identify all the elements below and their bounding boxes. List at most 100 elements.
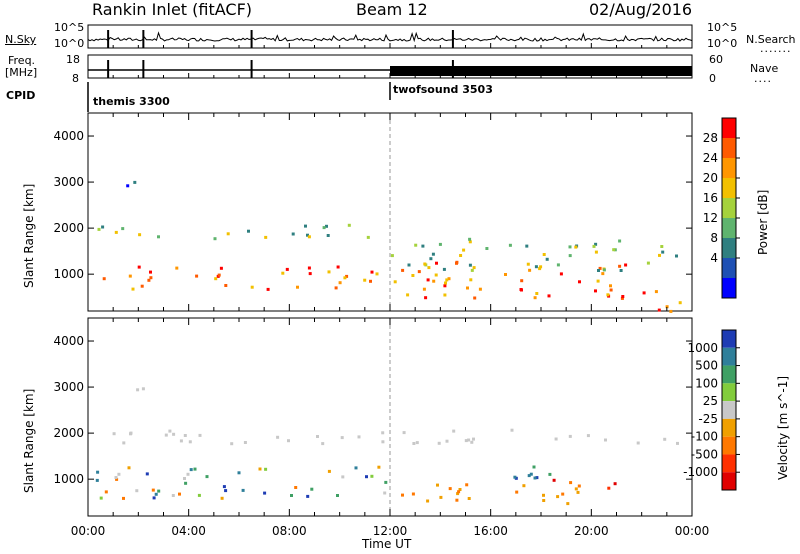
- colorbar-swatch: [722, 436, 736, 455]
- range-cell: [568, 254, 572, 258]
- range-cell: [407, 263, 411, 267]
- range-cell: [445, 278, 449, 282]
- range-cell: [636, 441, 640, 445]
- range-cell: [426, 278, 430, 282]
- range-cell: [122, 441, 126, 445]
- range-cell: [552, 478, 556, 482]
- range-cell: [195, 274, 199, 278]
- range-cell: [338, 281, 342, 285]
- range-cell: [613, 248, 617, 252]
- range-cell: [545, 257, 549, 261]
- range-cell: [131, 287, 135, 291]
- range-cell: [393, 280, 397, 284]
- range-cell: [423, 262, 427, 266]
- range-cell: [145, 472, 149, 476]
- range-cell: [112, 432, 116, 436]
- range-cell: [466, 286, 469, 290]
- freq-label-1: Freq.: [8, 54, 36, 67]
- range-cell: [624, 263, 628, 267]
- range-cell: [542, 253, 546, 256]
- colorbar-tick-label: -1000: [683, 465, 718, 479]
- site-title: Rankin Inlet (fitACF): [92, 0, 253, 19]
- range-cell: [205, 475, 209, 479]
- range-cell: [415, 441, 419, 445]
- range-cell: [264, 235, 268, 239]
- colorbar-swatch: [722, 278, 736, 298]
- range-cell: [485, 247, 489, 250]
- range-cell: [439, 495, 443, 499]
- colorbar-tick-label: -25: [698, 412, 718, 426]
- range-cell: [189, 468, 193, 472]
- range-cell: [294, 486, 298, 489]
- range-cell: [327, 469, 331, 473]
- range-cell: [604, 438, 607, 442]
- colorbar-frame: [721, 117, 737, 299]
- range-cell: [347, 223, 351, 227]
- x-tick-label: 08:00: [272, 524, 307, 538]
- range-cell: [522, 484, 526, 488]
- range-cell: [574, 487, 578, 491]
- freq-tick-bottom: 8: [72, 72, 79, 85]
- beam-label: Beam 12: [356, 0, 428, 19]
- range-cell: [258, 467, 262, 471]
- range-cell: [290, 494, 293, 497]
- range-cell: [468, 263, 472, 267]
- range-cell: [508, 243, 512, 247]
- range-cell: [665, 305, 669, 309]
- range-cell: [510, 428, 514, 432]
- range-cell: [334, 286, 338, 290]
- range-cell: [429, 257, 433, 261]
- range-cell: [594, 289, 597, 293]
- nave-block: [390, 66, 692, 76]
- range-cell: [296, 285, 299, 289]
- range-cell: [172, 432, 176, 436]
- range-cell: [535, 476, 539, 480]
- range-cell: [366, 235, 370, 239]
- colorbar-swatch: [722, 178, 736, 198]
- range-cell: [566, 502, 570, 506]
- range-cell: [224, 489, 228, 493]
- range-cell: [421, 244, 425, 248]
- range-cell: [469, 278, 473, 282]
- range-cell: [264, 467, 268, 471]
- range-cell: [455, 260, 459, 264]
- range-cell: [464, 439, 468, 443]
- range-cell: [179, 439, 183, 443]
- range-cell: [354, 466, 358, 470]
- range-cell: [307, 266, 311, 270]
- range-cell: [513, 475, 517, 479]
- range-cell: [443, 293, 447, 297]
- range-cell: [340, 436, 344, 440]
- nsearch-tick-top: 10^5: [707, 21, 738, 34]
- x-tick-label: 12:00: [373, 524, 408, 538]
- range-cell: [157, 235, 160, 239]
- colorbar-tick-label: 12: [703, 211, 718, 225]
- colorbar-swatch: [722, 238, 736, 258]
- range-cell: [186, 472, 190, 476]
- range-cell: [676, 441, 679, 445]
- range-cell: [660, 245, 664, 248]
- colorbar-tick-label: 1000: [687, 341, 718, 355]
- range-cell: [390, 254, 394, 258]
- velocity-ylabel: Slant Range [km]: [22, 388, 36, 493]
- range-cell: [291, 232, 295, 236]
- range-cell: [547, 294, 551, 298]
- range-cell: [470, 440, 474, 444]
- range-cell: [442, 267, 446, 271]
- range-cell: [133, 180, 137, 184]
- range-cell: [427, 266, 431, 270]
- range-cell: [568, 434, 572, 438]
- range-cell: [198, 433, 202, 437]
- colorbar-tick-label: 20: [703, 171, 718, 185]
- range-cell: [136, 388, 140, 392]
- range-cell: [533, 296, 537, 300]
- range-cell: [164, 433, 168, 437]
- time-xlabel: Time UT: [362, 537, 412, 551]
- range-cell: [422, 287, 426, 291]
- colorbar-swatch: [722, 158, 736, 178]
- range-cell: [525, 244, 529, 248]
- range-cell: [213, 237, 217, 241]
- range-cell: [412, 442, 416, 445]
- colorbar-swatch: [722, 401, 736, 419]
- range-cell: [607, 486, 611, 490]
